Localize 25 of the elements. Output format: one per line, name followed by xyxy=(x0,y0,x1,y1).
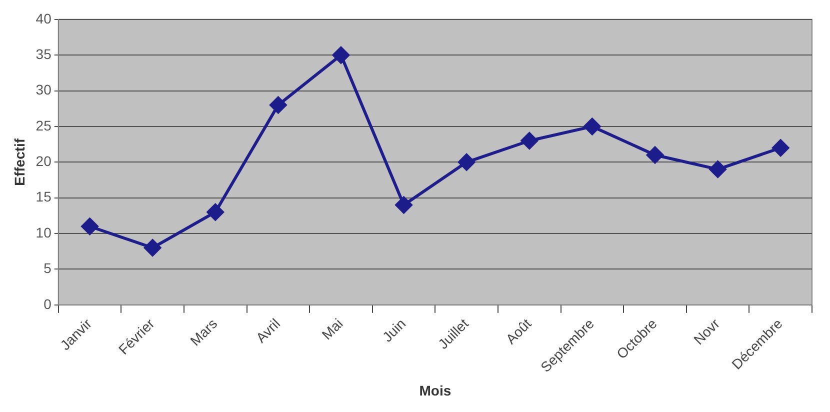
point xyxy=(772,139,790,156)
point xyxy=(646,146,664,164)
y-tick-label: 15 xyxy=(36,188,52,205)
x-axis-title: Mois xyxy=(419,382,452,398)
x-tick-label: Mai xyxy=(318,315,346,343)
y-tick-label: 35 xyxy=(36,46,52,62)
point xyxy=(81,218,98,235)
point xyxy=(270,96,287,114)
point xyxy=(520,132,538,150)
point xyxy=(458,154,476,171)
x-tick-label: Juin xyxy=(379,315,409,345)
y-tick-label: 30 xyxy=(36,82,52,98)
y-tick-label: 25 xyxy=(36,117,52,134)
y-tick-label: 10 xyxy=(36,224,52,240)
y-tick-label: 40 xyxy=(36,10,52,26)
y-axis-title: Effectif xyxy=(11,138,28,186)
point xyxy=(206,204,224,221)
y-tick-label: 0 xyxy=(44,296,52,312)
point xyxy=(144,239,162,256)
point xyxy=(332,46,350,64)
y-tick-label: 20 xyxy=(36,153,52,170)
point xyxy=(709,160,726,178)
point xyxy=(584,118,601,135)
y-tick-label: 5 xyxy=(44,260,52,276)
point xyxy=(395,196,412,214)
